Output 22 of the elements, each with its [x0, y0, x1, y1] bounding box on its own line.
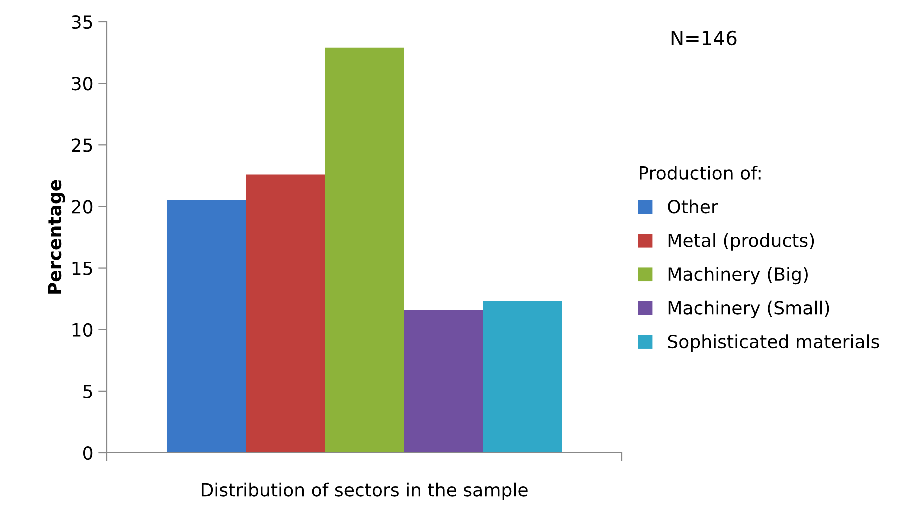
- bar: [167, 200, 246, 453]
- y-tick-label: 20: [72, 200, 93, 214]
- y-tick-label: 30: [72, 77, 93, 91]
- y-tick-label: 35: [72, 15, 92, 30]
- bar: [246, 174, 325, 453]
- text: N=146: [672, 30, 737, 46]
- bar: [325, 48, 404, 453]
- legend-label: Sophisticated materials: [668, 334, 880, 352]
- y-tick-label: 0: [84, 446, 93, 460]
- legend-title: Production of:: [640, 166, 761, 180]
- y-tick-label: 25: [72, 138, 92, 152]
- legend-label: Machinery (Small): [668, 300, 830, 318]
- x-axis-title: Distribution of sectors in the sample: [202, 482, 528, 500]
- bar: [404, 310, 483, 453]
- legend-label: Machinery (Big): [668, 267, 808, 285]
- legend-label: Other: [668, 200, 718, 214]
- y-tick-label: 5: [84, 385, 92, 399]
- legend-label: Metal (products): [668, 233, 814, 251]
- y-tick-label: 15: [72, 262, 92, 276]
- y-axis-title: Percentage: [48, 180, 66, 294]
- bar: [483, 302, 562, 453]
- y-tick-label: 10: [72, 323, 93, 337]
